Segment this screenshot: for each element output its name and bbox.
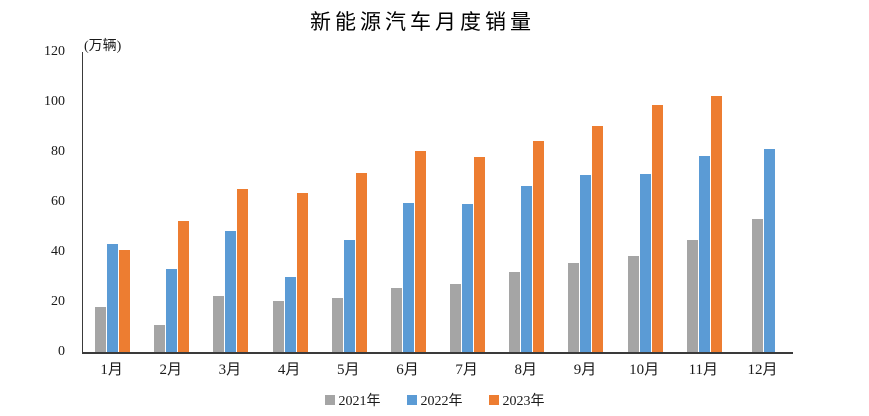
- x-axis-labels: 1月 2月 3月 4月 5月 6月 7月 8月 9月 10月 11月 12月: [82, 358, 792, 379]
- chart-title: 新能源汽车月度销量: [310, 10, 535, 34]
- bar-2023-month-3: [237, 188, 249, 352]
- legend-item-2023: 2023年: [488, 390, 545, 410]
- bar-2022-month-9: [580, 175, 592, 352]
- bar-group-month-8: [497, 52, 556, 352]
- bar-2023-month-2: [178, 220, 190, 352]
- bar-2023-month-5: [355, 172, 367, 352]
- bar-group-month-3: [201, 52, 260, 352]
- bar-group-month-10: [616, 52, 675, 352]
- x-tick-label-month-10: 10月: [629, 362, 660, 378]
- bar-group-month-2: [142, 52, 201, 352]
- legend-label-2023: 2023年: [502, 394, 545, 409]
- y-tick-label-0: 0: [58, 344, 65, 359]
- y-tick-label-20: 20: [51, 294, 65, 309]
- bar-2022-month-12: [763, 148, 775, 352]
- bar-2022-month-7: [462, 203, 474, 352]
- legend-label-2021: 2021年: [338, 394, 381, 409]
- bar-2021-month-5: [331, 297, 343, 352]
- x-tick-label-month-3: 3月: [218, 362, 242, 378]
- bar-2023-month-4: [296, 193, 308, 352]
- x-tick-label-month-2: 2月: [159, 362, 183, 378]
- bar-2023-month-7: [474, 157, 486, 352]
- bar-2021-month-4: [272, 300, 284, 352]
- bar-2022-month-3: [225, 231, 237, 352]
- bar-group-month-12: [734, 52, 793, 352]
- legend-item-2022: 2022年: [406, 390, 463, 410]
- bar-2023-month-11: [710, 95, 722, 352]
- x-tick-label-month-12: 12月: [747, 362, 778, 378]
- x-tick-label-month-5: 5月: [337, 362, 360, 378]
- bar-group-month-5: [320, 52, 379, 352]
- legend-swatch-icon-2022: [406, 395, 417, 405]
- bar-2023-month-8: [533, 140, 545, 352]
- bar-2022-month-2: [166, 268, 178, 352]
- bar-2021-month-12: [751, 219, 763, 352]
- bar-2021-month-2: [154, 324, 166, 352]
- x-tick-label-month-4: 4月: [277, 362, 301, 378]
- bar-group-month-1: [83, 52, 142, 352]
- bar-group-month-11: [675, 52, 734, 352]
- bar-2022-month-4: [284, 277, 296, 352]
- y-axis-labels: 0 20 40 60 80 100 120: [20, 44, 65, 359]
- y-tick-label-100: 100: [44, 94, 65, 109]
- bar-group-month-9: [556, 52, 615, 352]
- bar-2021-month-7: [450, 284, 462, 352]
- bar-2022-month-8: [521, 185, 533, 352]
- y-tick-label-40: 40: [51, 244, 65, 259]
- bar-2023-month-9: [592, 126, 604, 352]
- x-tick-label-month-6: 6月: [396, 362, 419, 378]
- bar-group-month-7: [438, 52, 497, 352]
- bar-2021-month-10: [627, 256, 639, 352]
- bar-2022-month-1: [107, 244, 119, 352]
- y-axis-unit-label: (万辆): [84, 39, 122, 54]
- bar-2021-month-11: [686, 239, 698, 352]
- plot-area: [82, 52, 793, 354]
- x-tick-label-month-1: 1月: [100, 362, 123, 378]
- bar-groups: [83, 52, 793, 352]
- legend-swatch-icon-2023: [488, 395, 499, 405]
- x-tick-label-month-9: 9月: [573, 362, 597, 378]
- y-tick-label-60: 60: [51, 194, 65, 209]
- bar-2022-month-10: [639, 173, 651, 352]
- y-tick-label-80: 80: [51, 144, 65, 159]
- bar-2021-month-6: [390, 288, 402, 352]
- bar-2023-month-1: [119, 250, 131, 352]
- legend-item-2021: 2021年: [324, 390, 381, 410]
- legend: 2021年 2022年 2023年: [0, 390, 869, 410]
- bar-2023-month-10: [651, 104, 663, 352]
- bar-2022-month-6: [402, 203, 414, 352]
- legend-label-2022: 2022年: [420, 394, 463, 409]
- bar-2022-month-11: [698, 155, 710, 352]
- x-tick-label-month-8: 8月: [514, 362, 538, 378]
- x-tick-label-month-7: 7月: [455, 362, 478, 378]
- bar-2021-month-3: [213, 295, 225, 352]
- bar-group-month-4: [261, 52, 320, 352]
- bar-2022-month-5: [343, 240, 355, 352]
- bar-2023-month-6: [414, 150, 426, 352]
- bar-2021-month-9: [568, 262, 580, 352]
- bar-2021-month-8: [509, 271, 521, 352]
- legend-swatch-icon-2021: [324, 395, 335, 405]
- x-tick-label-month-11: 11月: [688, 362, 719, 378]
- y-tick-label-120: 120: [44, 44, 65, 59]
- bar-2021-month-1: [95, 307, 107, 352]
- bar-group-month-6: [379, 52, 438, 352]
